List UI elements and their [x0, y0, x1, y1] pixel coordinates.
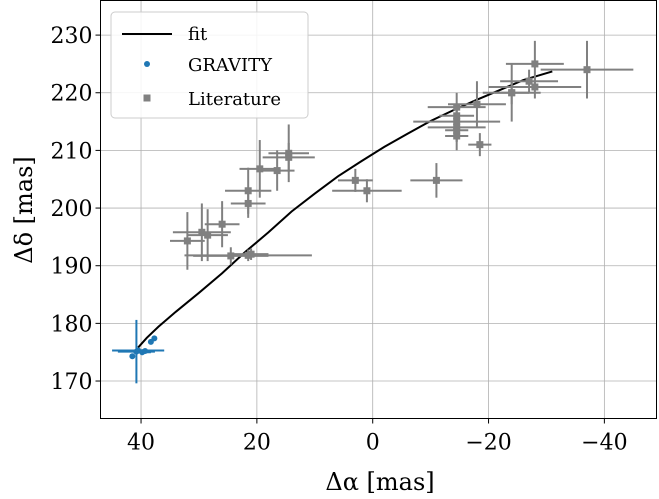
gravity-point [151, 335, 158, 342]
literature-point [332, 179, 402, 203]
fit-layer [137, 70, 553, 349]
x-axis-ticks: 40 20 0 −20 −40 [127, 418, 628, 456]
y-tick-label: 180 [51, 312, 93, 337]
literature-marker [285, 149, 293, 157]
gravity-marker [142, 348, 149, 355]
x-tick-label: 0 [366, 431, 380, 456]
legend: fit GRAVITY Literature [110, 11, 309, 119]
x-tick-label: 20 [243, 431, 271, 456]
literature-point [494, 81, 530, 105]
literature-layer [170, 40, 634, 270]
y-axis-ticks: 170 180 190 200 210 220 230 [51, 24, 101, 395]
literature-marker [363, 187, 371, 195]
literature-marker [198, 228, 206, 236]
legend-literature-label: Literature [188, 89, 281, 110]
literature-marker [531, 83, 539, 91]
literature-marker [508, 89, 516, 97]
x-tick-label: −20 [465, 431, 511, 456]
literature-point [540, 40, 634, 99]
y-tick-label: 210 [51, 139, 93, 164]
y-tick-label: 220 [51, 82, 93, 107]
literature-point [204, 201, 240, 248]
literature-point [468, 133, 492, 157]
literature-marker [525, 77, 533, 85]
literature-point [225, 167, 272, 214]
literature-point [410, 163, 463, 198]
x-axis-label: Δα [mas] [325, 468, 434, 496]
legend-box [110, 11, 309, 119]
legend-gravity-label: GRAVITY [188, 55, 273, 76]
literature-marker [473, 100, 481, 108]
literature-point [488, 75, 582, 99]
literature-marker [204, 231, 212, 239]
literature-marker [273, 167, 281, 175]
literature-marker [453, 132, 461, 140]
gravity-point [142, 348, 149, 355]
y-tick-label: 190 [51, 255, 93, 280]
literature-marker [351, 176, 359, 184]
x-tick-label: −40 [581, 431, 627, 456]
fit-curve [137, 70, 553, 349]
literature-marker [476, 141, 484, 149]
literature-point [268, 124, 309, 183]
literature-marker [218, 220, 226, 228]
literature-point [170, 212, 205, 270]
literature-marker [247, 250, 255, 258]
gravity-layer [112, 319, 165, 384]
literature-marker [531, 60, 539, 68]
literature-marker [183, 237, 191, 245]
gravity-marker [129, 353, 136, 360]
legend-literature-marker [143, 94, 151, 102]
y-tick-label: 230 [51, 24, 93, 49]
y-axis-label: Δδ [mas] [10, 156, 38, 264]
y-tick-label: 200 [51, 197, 93, 222]
gravity-marker [151, 335, 158, 342]
legend-gravity-marker [144, 61, 150, 67]
x-tick-label: 40 [127, 431, 155, 456]
literature-point [233, 248, 269, 260]
literature-marker [244, 187, 252, 195]
legend-fit-label: fit [188, 24, 208, 45]
gravity-point [129, 353, 136, 360]
literature-marker [432, 176, 440, 184]
y-tick-label: 170 [51, 370, 93, 395]
plot-frame [100, 0, 657, 419]
literature-point [448, 81, 506, 128]
literature-point [445, 121, 469, 151]
literature-marker [583, 66, 591, 74]
literature-marker [256, 165, 264, 173]
literature-point [239, 140, 281, 198]
literature-point [500, 69, 559, 93]
